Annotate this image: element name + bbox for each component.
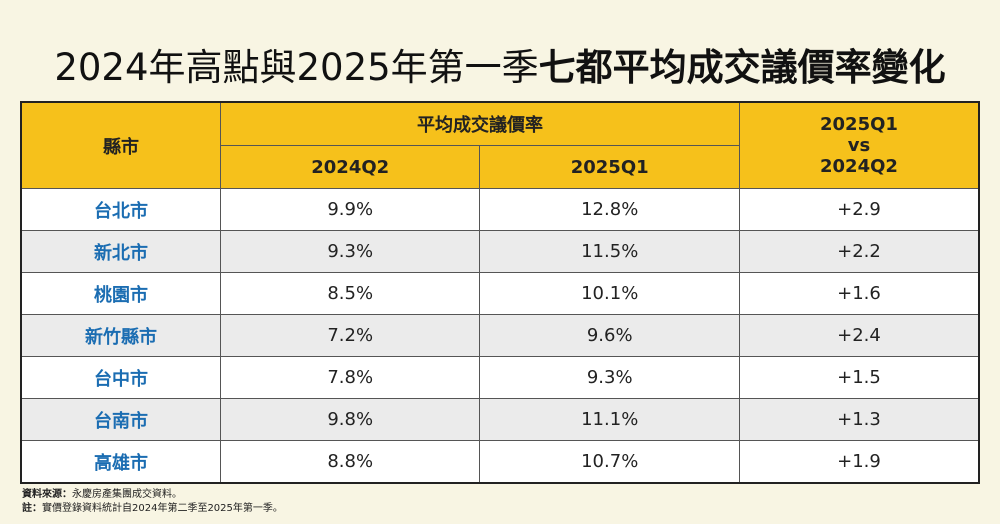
table-row: 高雄市 8.8% 10.7% +1.9 (20, 440, 980, 484)
value-cell: 11.1% (479, 398, 740, 441)
city-cell: 高雄市 (20, 440, 221, 484)
city-cell: 新北市 (20, 230, 221, 273)
title: 2024年高點與2025年第一季七都平均成交議價率變化 (0, 40, 1000, 96)
table-row: 台南市 9.8% 11.1% +1.3 (20, 398, 980, 441)
source-text: 永慶房產集團成交資料。 (72, 489, 182, 500)
data-table: 縣市 平均成交議價率 2025Q1 vs 2024Q2 2024Q2 2025Q1 台北市… (20, 101, 980, 484)
value-cell: 9.9% (219, 188, 481, 231)
city-cell: 桃園市 (20, 272, 221, 315)
value-cell: +1.3 (738, 398, 980, 441)
sub-header: 2025Q1 (479, 145, 740, 189)
diff-header-line: 2025Q1 (820, 114, 898, 135)
value-cell: 9.3% (219, 230, 481, 273)
diff-header: 2025Q1 vs 2024Q2 (738, 101, 980, 189)
city-cell: 新竹縣市 (20, 314, 221, 357)
value-cell: 7.2% (219, 314, 481, 357)
value-cell: +1.9 (738, 440, 980, 484)
value-cell: 10.1% (479, 272, 740, 315)
value-cell: 9.6% (479, 314, 740, 357)
value-cell: +1.5 (738, 356, 980, 399)
value-cell: +2.2 (738, 230, 980, 273)
table-row: 台中市 7.8% 9.3% +1.5 (20, 356, 980, 399)
value-cell: +1.6 (738, 272, 980, 315)
diff-header-line: vs (847, 135, 871, 156)
value-cell: 8.8% (219, 440, 481, 484)
source-label: 資料來源： (22, 489, 72, 500)
group-header: 平均成交議價率 (219, 101, 740, 146)
source-line: 資料來源：永慶房產集團成交資料。 (22, 488, 283, 502)
value-cell: 10.7% (479, 440, 740, 484)
table-row: 新北市 9.3% 11.5% +2.2 (20, 230, 980, 273)
footer: 資料來源：永慶房產集團成交資料。 註：實價登錄資料統計自2024年第二季至202… (22, 488, 283, 516)
title-bold: 七都平均成交議價率變化 (538, 46, 946, 89)
value-cell: 8.5% (219, 272, 481, 315)
note-label: 註： (22, 503, 42, 514)
diff-header-line: 2024Q2 (820, 156, 898, 177)
table-row: 台北市 9.9% 12.8% +2.9 (20, 188, 980, 231)
city-cell: 台北市 (20, 188, 221, 231)
note-text: 實價登錄資料統計自2024年第二季至2025年第一季。 (42, 503, 283, 514)
note-line: 註：實價登錄資料統計自2024年第二季至2025年第一季。 (22, 502, 283, 516)
value-cell: 9.8% (219, 398, 481, 441)
value-cell: +2.4 (738, 314, 980, 357)
value-cell: 11.5% (479, 230, 740, 273)
value-cell: +2.9 (738, 188, 980, 231)
sub-header: 2024Q2 (219, 145, 481, 189)
table-row: 桃園市 8.5% 10.1% +1.6 (20, 272, 980, 315)
value-cell: 12.8% (479, 188, 740, 231)
city-cell: 台南市 (20, 398, 221, 441)
title-regular: 2024年高點與2025年第一季 (54, 46, 539, 89)
table-row: 新竹縣市 7.2% 9.6% +2.4 (20, 314, 980, 357)
city-cell: 台中市 (20, 356, 221, 399)
value-cell: 9.3% (479, 356, 740, 399)
city-header: 縣市 (20, 101, 221, 189)
value-cell: 7.8% (219, 356, 481, 399)
